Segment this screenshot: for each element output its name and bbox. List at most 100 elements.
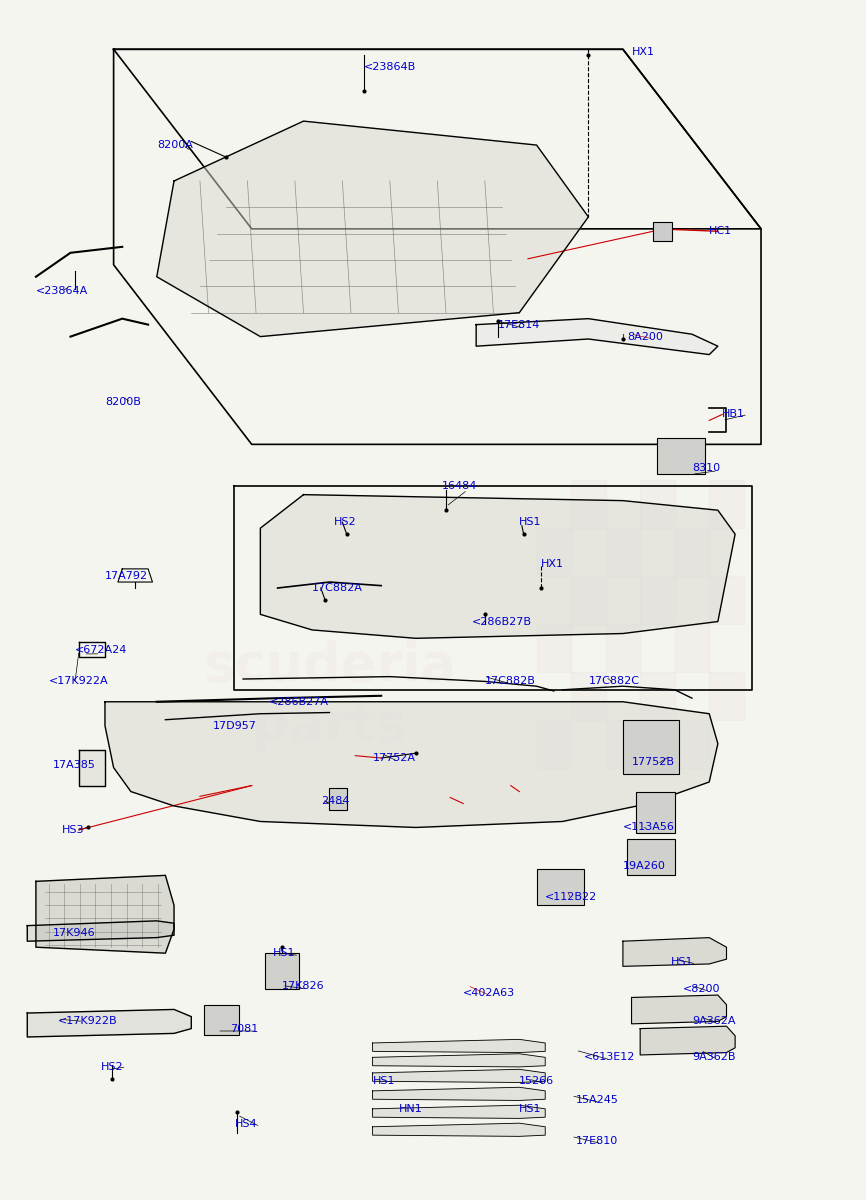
- Text: HB1: HB1: [722, 409, 745, 420]
- Text: <286B27B: <286B27B: [472, 617, 532, 626]
- Text: 17E810: 17E810: [575, 1136, 617, 1146]
- Bar: [640, 720, 675, 768]
- Bar: [640, 528, 675, 576]
- Text: <17K922B: <17K922B: [57, 1016, 117, 1026]
- Bar: [709, 528, 744, 576]
- Bar: [605, 624, 640, 672]
- Text: 16484: 16484: [442, 481, 477, 491]
- Text: 17A792: 17A792: [105, 571, 148, 581]
- Bar: [571, 672, 605, 720]
- Polygon shape: [372, 1087, 546, 1100]
- Bar: [571, 576, 605, 624]
- Text: 17A385: 17A385: [53, 761, 96, 770]
- Bar: [605, 720, 640, 768]
- Bar: [675, 528, 709, 576]
- Polygon shape: [623, 937, 727, 966]
- Text: <23864B: <23864B: [364, 62, 417, 72]
- Bar: [709, 672, 744, 720]
- Bar: [709, 720, 744, 768]
- Text: 8200B: 8200B: [105, 397, 141, 408]
- Text: HS1: HS1: [670, 956, 693, 966]
- Bar: [623, 720, 679, 774]
- Polygon shape: [28, 1009, 191, 1037]
- Polygon shape: [372, 1054, 546, 1067]
- Text: HS2: HS2: [333, 517, 356, 527]
- Text: 17752B: 17752B: [631, 757, 675, 767]
- Polygon shape: [372, 1039, 546, 1052]
- Text: 9A362A: 9A362A: [692, 1016, 735, 1026]
- Text: 17752A: 17752A: [372, 754, 416, 763]
- Bar: [657, 438, 705, 474]
- Text: scuderia
parts: scuderia parts: [203, 640, 456, 752]
- Polygon shape: [79, 750, 105, 786]
- Bar: [537, 672, 571, 720]
- Text: <613E12: <613E12: [584, 1052, 636, 1062]
- Text: <286B27A: <286B27A: [269, 697, 329, 707]
- Text: <113A56: <113A56: [623, 822, 675, 833]
- Bar: [204, 1004, 239, 1034]
- Bar: [627, 840, 675, 875]
- Bar: [605, 528, 640, 576]
- Bar: [605, 576, 640, 624]
- Bar: [640, 480, 675, 528]
- Text: 2484: 2484: [320, 796, 349, 806]
- Bar: [709, 576, 744, 624]
- Bar: [571, 720, 605, 768]
- Polygon shape: [28, 920, 174, 941]
- Bar: [675, 480, 709, 528]
- Text: HX1: HX1: [631, 47, 655, 56]
- Text: 17K826: 17K826: [282, 980, 325, 990]
- Text: HS3: HS3: [61, 824, 84, 835]
- Text: HN1: HN1: [398, 1104, 423, 1114]
- Text: HS1: HS1: [372, 1076, 395, 1086]
- Bar: [537, 869, 584, 905]
- Bar: [571, 528, 605, 576]
- Text: 17C882A: 17C882A: [312, 583, 363, 593]
- Text: <402A63: <402A63: [463, 988, 515, 997]
- Bar: [605, 480, 640, 528]
- Text: <17K922A: <17K922A: [48, 677, 108, 686]
- Bar: [653, 222, 672, 241]
- Text: HS2: HS2: [100, 1062, 123, 1072]
- Text: 19A260: 19A260: [623, 860, 666, 871]
- Bar: [675, 624, 709, 672]
- Text: 15266: 15266: [520, 1076, 554, 1086]
- Polygon shape: [261, 494, 735, 638]
- Text: 8200A: 8200A: [157, 140, 192, 150]
- Bar: [537, 720, 571, 768]
- Bar: [329, 788, 346, 810]
- Polygon shape: [631, 995, 727, 1024]
- Bar: [537, 480, 571, 528]
- Bar: [709, 624, 744, 672]
- Polygon shape: [105, 702, 718, 828]
- Text: HS1: HS1: [274, 948, 296, 958]
- Text: <8200: <8200: [683, 984, 721, 994]
- Bar: [571, 480, 605, 528]
- Text: 8A200: 8A200: [627, 331, 663, 342]
- Bar: [640, 576, 675, 624]
- Bar: [675, 672, 709, 720]
- Text: 17E814: 17E814: [498, 319, 540, 330]
- Text: HS1: HS1: [520, 517, 542, 527]
- Polygon shape: [372, 1123, 546, 1136]
- Text: 17K946: 17K946: [53, 928, 96, 938]
- Text: HC1: HC1: [709, 227, 733, 236]
- Polygon shape: [372, 1069, 546, 1082]
- Polygon shape: [157, 121, 588, 337]
- Text: <112B22: <112B22: [546, 892, 598, 902]
- Bar: [675, 720, 709, 768]
- Bar: [640, 672, 675, 720]
- Text: 8310: 8310: [692, 463, 721, 473]
- Text: HS4: HS4: [235, 1120, 257, 1129]
- Polygon shape: [640, 1026, 735, 1055]
- Bar: [537, 528, 571, 576]
- Bar: [640, 624, 675, 672]
- Bar: [709, 480, 744, 528]
- Text: 9A362B: 9A362B: [692, 1052, 735, 1062]
- Bar: [537, 624, 571, 672]
- Text: 15A245: 15A245: [575, 1096, 618, 1105]
- Bar: [537, 576, 571, 624]
- Text: 17C882B: 17C882B: [485, 677, 536, 686]
- Bar: [636, 792, 675, 834]
- Text: 17D957: 17D957: [213, 721, 256, 731]
